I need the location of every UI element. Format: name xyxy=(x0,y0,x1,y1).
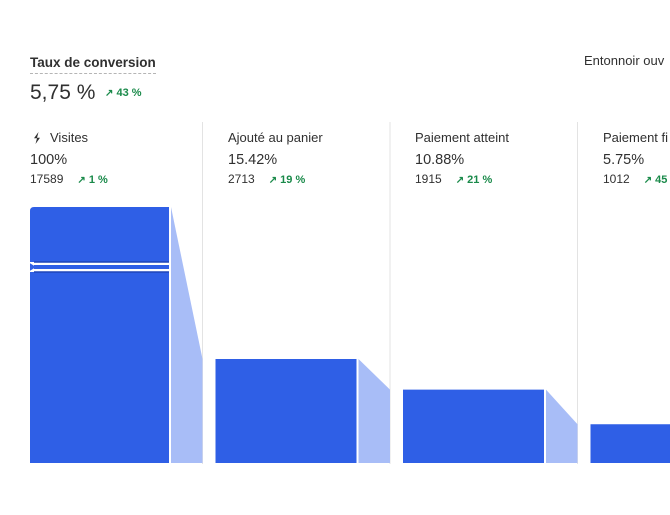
funnel-step-change-value: 1 % xyxy=(88,174,108,186)
funnel-bar[interactable] xyxy=(590,424,670,463)
funnel-step-label: Visites xyxy=(50,130,89,145)
funnel-step-change: ↗ 21 % xyxy=(456,174,493,186)
funnel-step-count: 1915 xyxy=(415,172,442,186)
arrow-up-right-icon: ↗ xyxy=(77,175,86,186)
arrow-up-right-icon: ↗ xyxy=(268,175,278,186)
funnel-step-change-value: 45 xyxy=(655,174,668,186)
funnel-step-percent: 10.88% xyxy=(415,152,465,168)
funnel-step-cart: Ajouté au panier 15.42% 2713 ↗ 19 % xyxy=(228,130,323,189)
funnel-bar[interactable] xyxy=(30,207,169,463)
funnel-step-percent: 100% xyxy=(30,152,68,168)
funnel-step-change-value: 21 % xyxy=(467,174,493,186)
funnel-step-count: 17589 xyxy=(30,172,64,186)
funnel-connector xyxy=(358,359,390,463)
conversion-rate-change: ↗ 43 % xyxy=(105,86,142,101)
funnel-connector xyxy=(171,207,203,463)
funnel-step-percent: 15.42% xyxy=(228,152,278,168)
funnel-step-label: Ajouté au panier xyxy=(228,130,323,145)
funnel-step-change: ↗ 45 xyxy=(644,174,668,186)
funnel-step-label: Paiement atteint xyxy=(415,130,509,145)
axis-break-band xyxy=(34,265,169,269)
arrow-up-right-icon: ↗ xyxy=(105,88,114,99)
funnel-step-visits: Visites 100% 17589 ↗ 1 % xyxy=(30,130,108,189)
conversion-rate-value: 5,75 % xyxy=(30,81,96,104)
open-funnel-link[interactable]: Entonnoir ouv xyxy=(584,53,665,68)
arrow-up-right-icon: ↗ xyxy=(455,175,465,186)
funnel-step-checkout: Paiement atteint 10.88% 1915 ↗ 21 % xyxy=(415,130,509,189)
funnel-step-payment: Paiement fi 5.75% 1012 ↗ 45 xyxy=(603,130,668,189)
funnel-connector xyxy=(546,389,578,463)
funnel-step-change: ↗ 1 % xyxy=(77,174,107,186)
funnel-step-percent: 5.75% xyxy=(603,152,645,168)
plug-icon xyxy=(34,132,40,144)
arrow-up-right-icon: ↗ xyxy=(643,175,653,186)
funnel-step-count: 1012 xyxy=(603,172,630,186)
conversion-title[interactable]: Taux de conversion xyxy=(30,55,156,74)
funnel-bar[interactable] xyxy=(403,389,544,463)
funnel-step-count: 2713 xyxy=(228,172,255,186)
funnel-bar[interactable] xyxy=(215,359,357,463)
funnel-step-label: Paiement fi xyxy=(603,130,669,145)
funnel-step-change-value: 19 % xyxy=(280,174,306,186)
funnel-step-change: ↗ 19 % xyxy=(269,174,306,186)
conversion-rate-change-value: 43 % xyxy=(116,87,142,99)
